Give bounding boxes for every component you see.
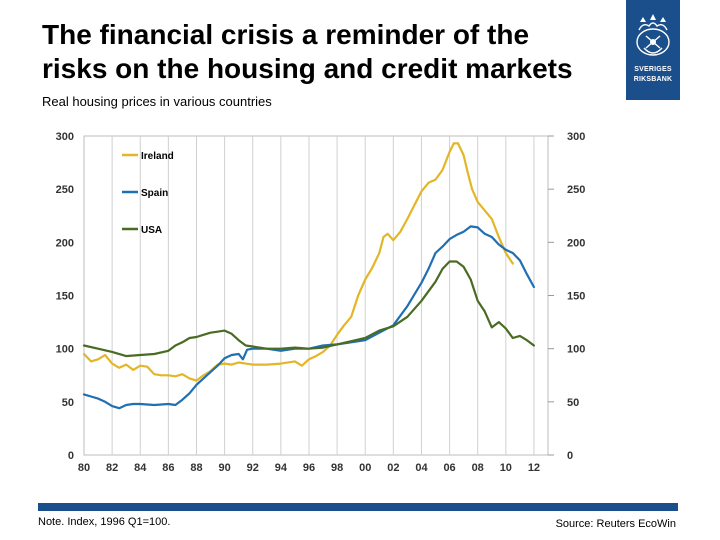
riksbank-crest-icon [636, 14, 670, 56]
footnote: Note. Index, 1996 Q1=100. [38, 516, 171, 528]
x-tick-label: 94 [275, 462, 288, 474]
y-tick-label-left: 50 [62, 397, 74, 409]
y-tick-label-left: 250 [56, 184, 74, 196]
plot-area-frame [83, 135, 549, 456]
y-tick-label-left: 0 [68, 450, 74, 462]
x-tick-label: 84 [134, 462, 147, 474]
slide-title-line-1: The financial crisis a reminder of the [42, 19, 530, 50]
y-tick-label-left: 300 [56, 131, 74, 143]
x-tick-label: 90 [218, 462, 230, 474]
y-tick-label-right: 50 [567, 397, 579, 409]
y-tick-label-left: 200 [56, 237, 74, 249]
y-tick-label-right: 250 [567, 184, 585, 196]
riksbank-logo: SVERIGES RIKSBANK [626, 0, 680, 100]
legend-label-spain: Spain [141, 188, 168, 199]
x-tick-label: 02 [387, 462, 399, 474]
source-note: Source: Reuters EcoWin [555, 518, 676, 530]
x-tick-label: 10 [500, 462, 512, 474]
slide-title: The financial crisis a reminder of the r… [42, 18, 632, 86]
x-tick-label: 92 [247, 462, 259, 474]
slide-title-line-2: risks on the housing and credit markets [42, 53, 573, 84]
x-tick-label: 86 [162, 462, 174, 474]
x-tick-label: 04 [415, 462, 428, 474]
x-tick-label: 98 [331, 462, 343, 474]
x-tick-label: 00 [359, 462, 371, 474]
x-tick-label: 06 [443, 462, 455, 474]
series-line-spain [82, 225, 536, 410]
y-tick-label-left: 100 [56, 344, 74, 356]
logo-wordmark-line-2: RIKSBANK [633, 76, 673, 83]
y-tick-label-left: 150 [56, 291, 74, 303]
x-tick-label: 08 [472, 462, 484, 474]
series-line-usa [82, 260, 536, 358]
x-tick-label: 82 [106, 462, 118, 474]
legend-label-usa: USA [141, 225, 162, 236]
y-tick-label-right: 200 [567, 237, 585, 249]
footer-bar [38, 503, 678, 511]
y-tick-label-right: 150 [567, 291, 585, 303]
x-tick-label: 12 [528, 462, 540, 474]
legend-label-ireland: Ireland [141, 151, 174, 162]
chart-subtitle: Real housing prices in various countries [42, 94, 272, 109]
x-tick-label: 88 [190, 462, 202, 474]
y-tick-label-right: 0 [567, 450, 573, 462]
y-tick-label-right: 100 [567, 344, 585, 356]
x-tick-label: 80 [78, 462, 90, 474]
series-line-ireland [82, 142, 514, 382]
logo-wordmark-line-1: SVERIGES [634, 66, 672, 73]
y-tick-label-right: 300 [567, 131, 585, 143]
x-tick-label: 96 [303, 462, 315, 474]
